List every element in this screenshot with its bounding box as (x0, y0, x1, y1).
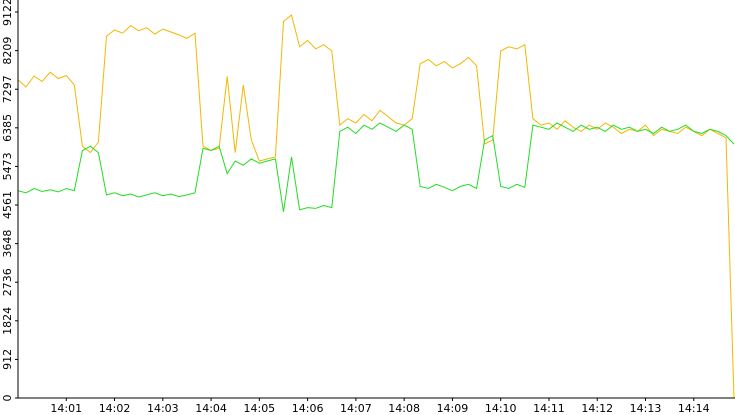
x-tick-label: 14:08 (388, 402, 420, 415)
y-tick-label: 2736 (1, 268, 14, 296)
x-tick-label: 14:01 (50, 402, 82, 415)
x-tick-label: 14:04 (195, 402, 227, 415)
x-tick-label: 14:05 (243, 402, 275, 415)
y-tick-label: 4561 (1, 191, 14, 219)
y-tick-label: 5473 (1, 152, 14, 180)
x-tick-label: 14:07 (340, 402, 372, 415)
x-tick-label: 14:09 (437, 402, 469, 415)
y-tick-label: 912 (1, 349, 14, 370)
y-tick-label: 8209 (1, 37, 14, 65)
x-tick-label: 14:02 (99, 402, 131, 415)
x-tick-label: 14:14 (678, 402, 710, 415)
x-tick-label: 14:06 (292, 402, 324, 415)
y-tick-label: 1824 (1, 307, 14, 335)
x-tick-label: 14:11 (533, 402, 565, 415)
y-tick-label: 0 (1, 395, 14, 402)
y-tick-label: 9122 (1, 0, 14, 26)
y-tick-label: 3648 (1, 230, 14, 258)
x-tick-label: 14:13 (630, 402, 662, 415)
x-tick-label: 14:12 (581, 402, 613, 415)
y-tick-label: 7297 (1, 75, 14, 103)
x-tick-label: 14:03 (147, 402, 179, 415)
series-line (17, 122, 735, 212)
series-line (17, 14, 735, 399)
x-tick-label: 14:10 (485, 402, 517, 415)
y-tick-label: 6385 (1, 114, 14, 142)
